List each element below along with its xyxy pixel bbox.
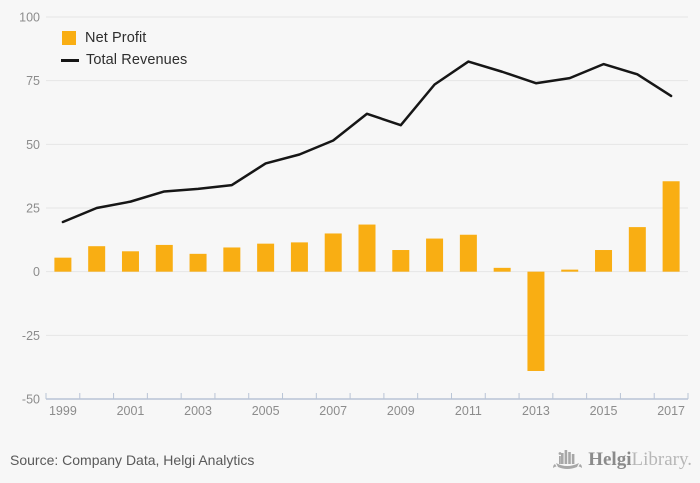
y-axis-label-75: 75: [26, 74, 40, 88]
net-profit-bar-2013: [527, 271, 545, 371]
x-axis-label-2003: 2003: [184, 404, 212, 418]
legend-label-net-profit: Net Profit: [85, 30, 147, 46]
y-axis-label-50: 50: [26, 138, 40, 152]
total-revenues-line: [61, 60, 673, 224]
logo-text-helgi: Helgi: [588, 449, 632, 470]
x-axis-label-2007: 2007: [319, 404, 347, 418]
net-profit-bar-2017: [662, 181, 680, 272]
net-profit-bar-2006: [290, 242, 308, 272]
x-axis-label-2009: 2009: [387, 404, 415, 418]
net-profit-bar-2015: [595, 250, 613, 272]
net-profit-bar-2008: [358, 224, 376, 272]
net-profit-bar-2011: [459, 234, 477, 272]
net-profit-swatch: [62, 31, 76, 45]
x-axis-label-2013: 2013: [522, 404, 550, 418]
net-profit-bar-1999: [54, 257, 72, 272]
source-text: Source: Company Data, Helgi Analytics: [10, 452, 255, 468]
total-revenues-swatch: [61, 58, 79, 62]
net-profit-bar-2000: [88, 246, 106, 272]
legend: Net Profit Total Revenues: [61, 27, 188, 71]
legend-label-total-revenues: Total Revenues: [86, 52, 188, 68]
x-axis-label-2015: 2015: [590, 404, 618, 418]
net-profit-bar-2014: [561, 269, 579, 272]
net-profit-bar-2010: [426, 238, 444, 272]
net-profit-bar-2001: [121, 251, 139, 272]
net-profit-bar-2007: [324, 233, 342, 272]
y-axis-label--25: -25: [22, 329, 40, 343]
helgi-library-logo: HelgiLibrary.: [553, 447, 692, 473]
x-axis-label-2005: 2005: [252, 404, 280, 418]
y-axis-label-100: 100: [19, 11, 40, 25]
legend-item-net-profit: Net Profit: [62, 27, 187, 49]
y-axis-label--50: -50: [22, 393, 40, 407]
helgi-library-logo-icon: [553, 450, 583, 469]
chart-plot: 100 75 50 25 0 -25 -50 1999 2001 2003 2005 2007 2009…: [19, 11, 689, 418]
x-axis-label-2001: 2001: [117, 404, 145, 418]
logo-text-library: Library.: [631, 449, 693, 470]
net-profit-bar-2004: [223, 247, 241, 272]
chart-footer: Source: Company Data, Helgi Analytics He…: [0, 444, 700, 483]
y-axis-label-0: 0: [33, 265, 40, 279]
net-profit-bar-2016: [628, 227, 646, 272]
net-profit-bar-2003: [189, 253, 207, 272]
y-axis-label-25: 25: [26, 202, 40, 216]
legend-item-total-revenues: Total Revenues: [61, 49, 188, 71]
net-profit-bar-2002: [155, 244, 173, 272]
net-profit-bar-2005: [257, 243, 275, 272]
x-axis-label-2017: 2017: [657, 404, 685, 418]
x-axis-label-1999: 1999: [49, 404, 77, 418]
net-profit-bar-2012: [493, 267, 511, 272]
x-axis-label-2011: 2011: [455, 404, 482, 418]
net-profit-bar-2009: [392, 250, 410, 272]
